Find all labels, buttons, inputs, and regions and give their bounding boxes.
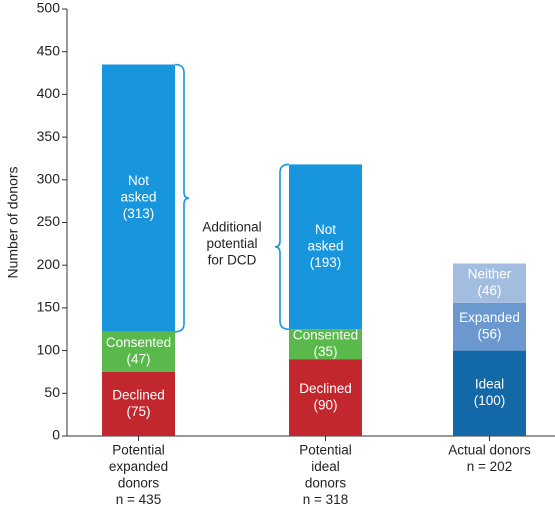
segment-label: Consented (293, 328, 358, 343)
segment-label: (75) (126, 404, 150, 419)
bar-segment (289, 329, 362, 360)
category-label: expanded (109, 459, 168, 474)
segment-label: (193) (310, 255, 342, 270)
category-label: Actual donors (448, 443, 531, 458)
y-tick-label: 100 (37, 341, 61, 357)
segment-label: (56) (477, 327, 501, 342)
y-tick-label: 0 (52, 427, 60, 443)
segment-label: (90) (313, 397, 337, 412)
bar-segment (102, 64, 175, 332)
annotation-text: for DCD (208, 253, 257, 268)
y-tick-label: 300 (37, 171, 61, 187)
segment-label: Neither (468, 266, 512, 281)
bar-segment (102, 331, 175, 372)
sample-size-label: n = 318 (303, 492, 348, 507)
bar-segment (289, 359, 362, 436)
segment-label: Declined (112, 387, 165, 402)
segment-label: asked (307, 238, 343, 253)
category-label: Potential (112, 443, 165, 458)
axes: 0 50 100 150 200 250 300 350 400 450 500 Number of … (5, 0, 555, 443)
bar-segment (289, 164, 362, 330)
segment-label: Not (128, 173, 149, 188)
segment-label: asked (120, 190, 156, 205)
y-tick-label: 200 (37, 256, 61, 272)
segment-label: Expanded (459, 310, 520, 325)
category-label: ideal (311, 459, 340, 474)
labels: Declined(75)Consented(47)Notasked(313)Po… (106, 173, 531, 507)
y-tick-label: 400 (37, 85, 61, 101)
category-label: donors (118, 476, 160, 491)
y-tick-label: 250 (37, 213, 61, 229)
segment-label: (46) (477, 283, 501, 298)
bar-segment (102, 371, 175, 436)
segment-label: (35) (313, 344, 337, 359)
segment-label: (47) (126, 352, 150, 367)
segment-label: Declined (299, 381, 352, 396)
sample-size-label: n = 202 (467, 459, 512, 474)
segment-label: Not (315, 222, 336, 237)
segment-label: (313) (123, 206, 155, 221)
segment-label: Consented (106, 335, 171, 350)
y-tick-label: 150 (37, 299, 61, 315)
annotation-text: potential (206, 236, 257, 251)
bar-segment (453, 350, 526, 436)
y-tick-label: 500 (37, 0, 61, 16)
bars (102, 64, 526, 436)
category-label: Potential (299, 443, 352, 458)
bracket-expanded (174, 63, 190, 333)
category-label: donors (305, 476, 347, 491)
bar-segment (453, 302, 526, 351)
annotation-text: Additional (202, 220, 261, 235)
segment-label: (100) (474, 393, 506, 408)
y-tick-label: 350 (37, 128, 61, 144)
bracket-ideal (274, 163, 290, 331)
segment-label: Ideal (475, 377, 504, 392)
y-axis-title: Number of donors (5, 166, 21, 278)
bar-segment (453, 263, 526, 303)
y-tick-label: 450 (37, 42, 61, 58)
y-tick-label: 50 (44, 384, 60, 400)
sample-size-label: n = 435 (116, 492, 161, 507)
